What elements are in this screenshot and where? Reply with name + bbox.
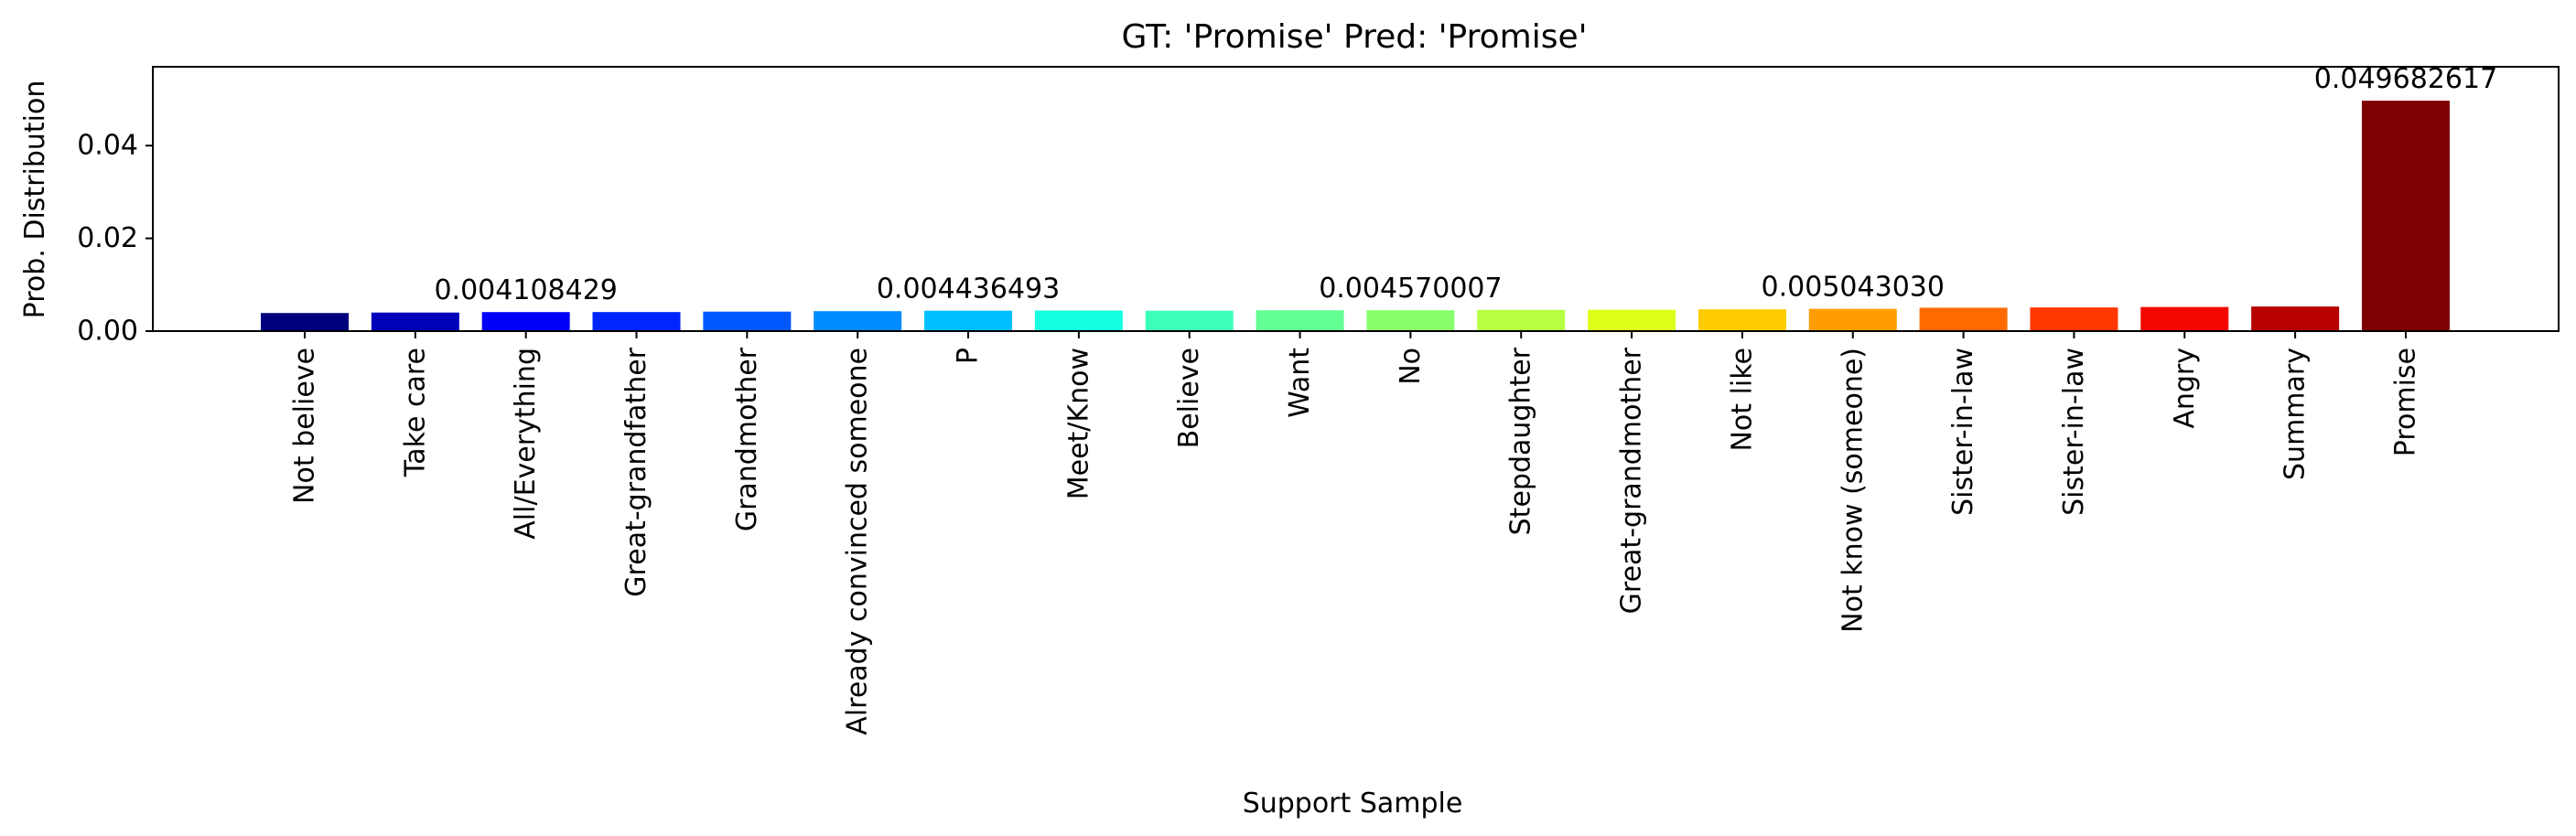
- x-tick-label-10: No: [1395, 348, 1427, 385]
- data-label-2: 0.004570007: [1319, 273, 1502, 305]
- x-tick-label-0: Not believe: [289, 348, 321, 504]
- bar-10: [1366, 310, 1455, 331]
- x-axis-label: Support Sample: [1243, 788, 1463, 820]
- data-label-4: 0.049682617: [2314, 63, 2497, 95]
- bar-11: [1477, 309, 1566, 331]
- y-tick-label-2: 0.04: [77, 130, 138, 162]
- y-tick-label-1: 0.02: [77, 222, 138, 254]
- x-tick-label-4: Grandmother: [731, 347, 763, 531]
- x-tick-label-7: Meet/Know: [1062, 348, 1094, 499]
- x-tick-label-11: Stepdaughter: [1505, 347, 1537, 535]
- bar-14: [1808, 308, 1897, 331]
- y-axis: 0.00 0.02 0.04: [77, 130, 153, 348]
- x-tick-label-1: Take care: [399, 348, 431, 477]
- data-label-1: 0.004436493: [877, 273, 1060, 305]
- bar-9: [1256, 310, 1344, 331]
- x-axis: Not believe Take care All/Everything Great-…: [289, 331, 2421, 735]
- y-axis-label: Prob. Distribution: [19, 80, 51, 319]
- bar-7: [1034, 310, 1123, 331]
- bar-16: [2030, 307, 2118, 331]
- bar-3: [592, 312, 681, 331]
- bar-12: [1588, 309, 1676, 331]
- x-tick-label-12: Great-grandmother: [1616, 347, 1648, 614]
- x-tick-label-5: Already convinced someone: [842, 348, 874, 735]
- bar-6: [924, 310, 1013, 331]
- bar-4: [703, 311, 792, 331]
- annotations-group: 0.004108429 0.004436493 0.004570007 0.00504…: [434, 63, 2497, 306]
- bars-group: [261, 101, 2450, 331]
- chart-title: GT: 'Promise' Pred: 'Promise': [1121, 18, 1587, 56]
- bar-13: [1698, 309, 1786, 331]
- bar-18: [2251, 306, 2340, 331]
- x-tick-label-15: Sister-in-law: [1947, 348, 1979, 516]
- bar-0: [261, 313, 349, 331]
- x-tick-label-8: Believe: [1173, 348, 1205, 448]
- x-tick-label-3: Great-grandfather: [620, 347, 652, 596]
- y-tick-label-0: 0.00: [77, 316, 138, 348]
- x-tick-label-18: Summary: [2280, 348, 2312, 480]
- x-tick-label-13: Not like: [1726, 348, 1758, 452]
- bar-1: [371, 312, 459, 331]
- x-tick-label-6: P: [953, 348, 985, 364]
- data-label-3: 0.005043030: [1762, 272, 1945, 304]
- x-tick-label-2: All/Everything: [510, 348, 542, 540]
- x-tick-label-9: Want: [1284, 348, 1316, 418]
- plot-frame: [152, 66, 2560, 332]
- x-tick-label-17: Angry: [2169, 348, 2201, 429]
- bar-15: [1919, 307, 2008, 331]
- data-label-0: 0.004108429: [434, 274, 617, 306]
- bar-8: [1145, 310, 1234, 331]
- bar-5: [814, 311, 902, 331]
- bar-17: [2140, 306, 2229, 331]
- x-tick-label-14: Not know (someone): [1837, 348, 1869, 633]
- bar-2: [481, 312, 570, 331]
- x-tick-label-16: Sister-in-law: [2058, 348, 2090, 516]
- x-tick-label-19: Promise: [2389, 348, 2421, 456]
- bar-19: [2361, 101, 2450, 331]
